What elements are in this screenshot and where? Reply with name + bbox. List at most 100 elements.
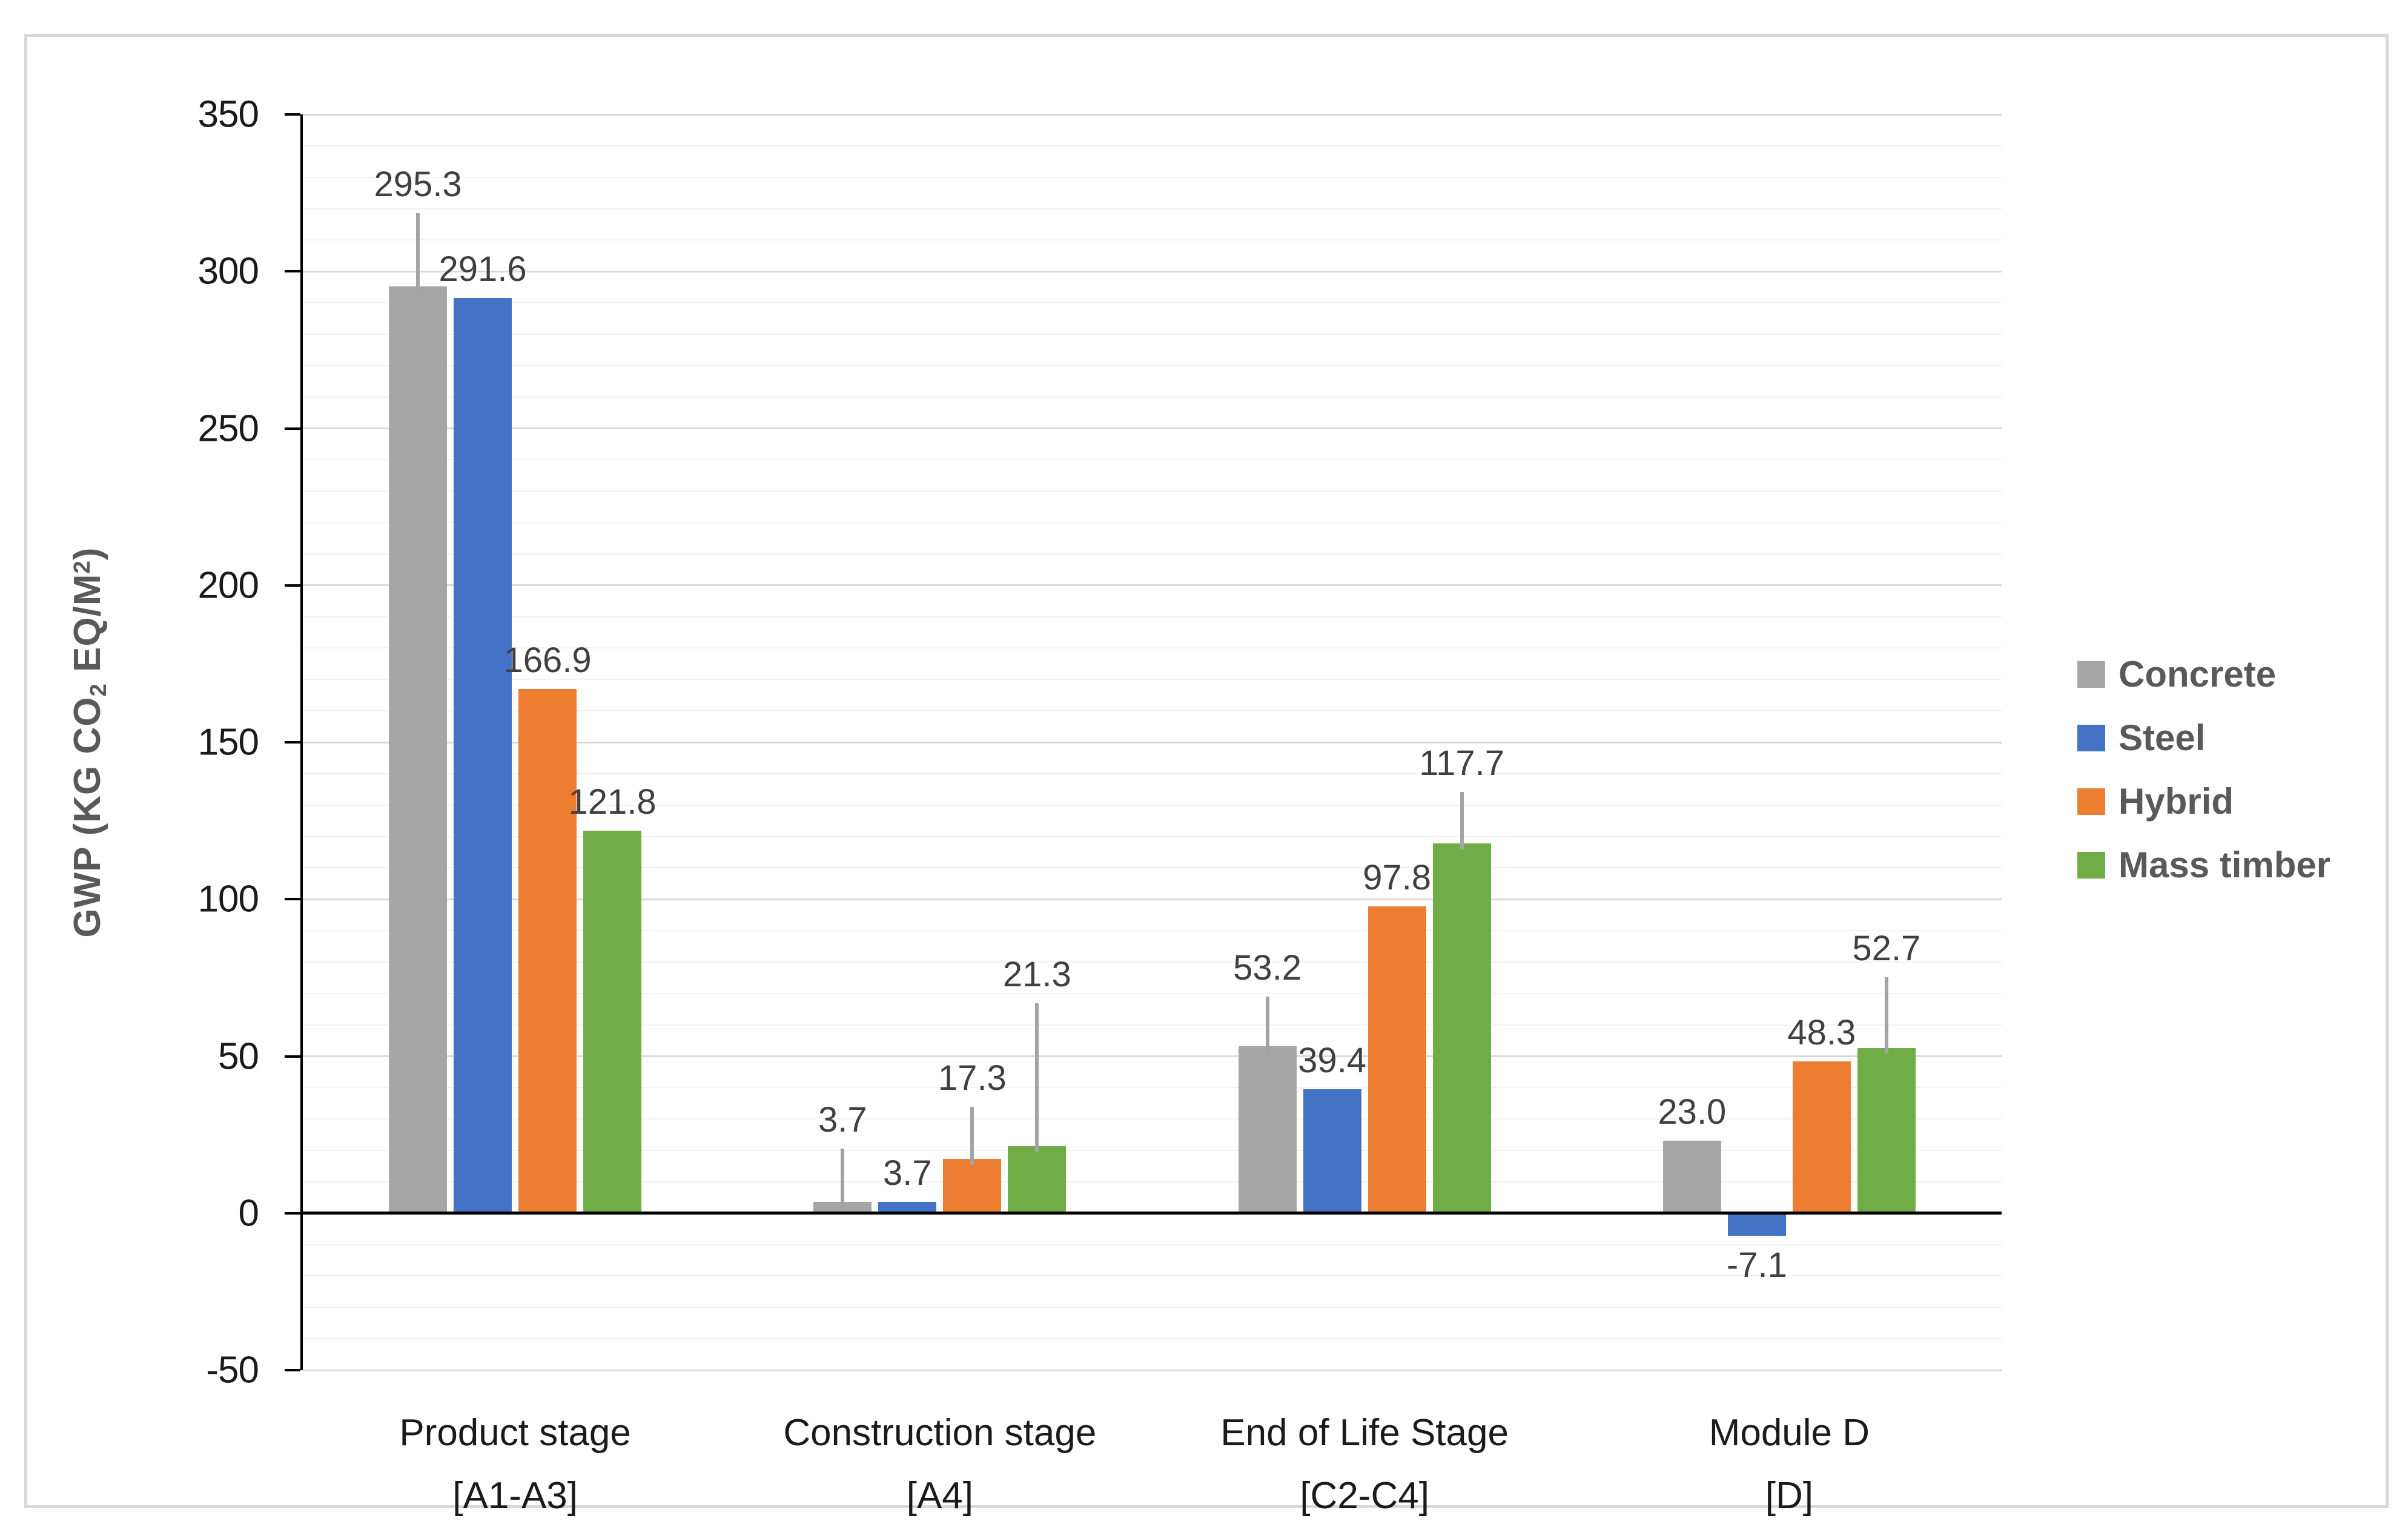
legend-swatch-icon — [2077, 851, 2105, 879]
data-label: 23.0 — [1658, 1092, 1727, 1132]
legend-label: Hybrid — [2119, 781, 2234, 822]
y-axis-tick-label: 0 — [238, 1192, 259, 1235]
minor-gridline — [303, 333, 2002, 335]
y-axis-tick — [285, 1369, 300, 1371]
data-label: 121.8 — [568, 782, 657, 822]
major-gridline — [303, 584, 2002, 587]
bar-mass-timber[interactable] — [1432, 843, 1491, 1213]
data-label: 3.7 — [818, 1100, 867, 1140]
category-label-line1: Product stage — [399, 1412, 631, 1454]
data-label: 48.3 — [1787, 1013, 1856, 1053]
error-bar — [416, 213, 420, 292]
bar-concrete[interactable] — [1238, 1046, 1297, 1213]
bar-mass-timber[interactable] — [583, 831, 642, 1213]
y-axis-tick-label: 150 — [197, 721, 259, 763]
minor-gridline — [303, 679, 2002, 681]
bar-hybrid[interactable] — [943, 1159, 1002, 1213]
category-label-line2: [A1-A3] — [452, 1475, 578, 1517]
data-label: 39.4 — [1298, 1041, 1367, 1081]
legend-label: Concrete — [2119, 654, 2277, 694]
error-bar — [1884, 977, 1888, 1054]
error-bar — [1265, 996, 1269, 1052]
minor-gridline — [303, 992, 2002, 994]
minor-gridline — [303, 804, 2002, 806]
major-gridline — [303, 898, 2002, 900]
minor-gridline — [303, 1275, 2002, 1277]
bar-hybrid[interactable] — [1368, 906, 1426, 1213]
y-axis-line — [300, 114, 303, 1370]
minor-gridline — [303, 930, 2002, 932]
data-label: 53.2 — [1233, 948, 1302, 988]
bar-concrete[interactable] — [1662, 1141, 1721, 1213]
data-label: -7.1 — [1726, 1245, 1787, 1285]
minor-gridline — [303, 302, 2002, 304]
category-label-line1: End of Life Stage — [1220, 1412, 1509, 1454]
error-bar — [1035, 1003, 1039, 1153]
category-label-line1: Construction stage — [783, 1412, 1097, 1454]
y-axis-tick-label: 350 — [197, 93, 259, 136]
plot-area[interactable]: 350 300 250 200 150 100 50 0 -50 295.3 291.6 166.9 1… — [198, 94, 2002, 1517]
category-label: Product stage [A1-A3] — [303, 1402, 727, 1528]
legend-item-mass-timber[interactable]: Mass timber — [2077, 833, 2330, 897]
bar-hybrid[interactable] — [518, 689, 577, 1213]
major-gridline — [303, 1055, 2002, 1057]
minor-gridline — [303, 145, 2002, 147]
bar-mass-timber[interactable] — [1857, 1047, 1916, 1213]
chart-frame: GWP (KG CO2 EQ/M2) 350 300 250 200 150 100 50 0… — [24, 34, 2389, 1517]
major-gridline — [303, 113, 2002, 116]
minor-gridline — [303, 616, 2002, 618]
minor-gridline — [303, 961, 2002, 963]
y-axis-tick — [285, 270, 300, 273]
minor-gridline — [303, 459, 2002, 461]
y-axis-tick — [285, 1212, 300, 1215]
bar-hybrid[interactable] — [1792, 1061, 1851, 1213]
legend-item-concrete[interactable]: Concrete — [2077, 642, 2330, 706]
y-axis-title-mid: EQ/M — [67, 573, 109, 684]
bar-steel[interactable] — [1303, 1089, 1361, 1213]
category-label: Construction stage [A4] — [727, 1402, 1152, 1528]
y-axis-tick-label: 50 — [218, 1035, 259, 1077]
legend-item-hybrid[interactable]: Hybrid — [2077, 770, 2330, 833]
legend-swatch-icon — [2077, 661, 2105, 688]
legend-swatch-icon — [2077, 788, 2105, 815]
data-label: 166.9 — [503, 641, 592, 681]
data-label: 17.3 — [938, 1058, 1007, 1098]
minor-gridline — [303, 867, 2002, 869]
y-axis-tick — [285, 584, 300, 587]
y-axis-title-text: GWP (KG CO — [67, 696, 109, 938]
minor-gridline — [303, 1307, 2002, 1308]
legend: Concrete Steel Hybrid Mass timber — [2077, 642, 2330, 897]
bar-steel[interactable] — [878, 1201, 937, 1213]
category-label: End of Life Stage [C2-C4] — [1153, 1402, 1577, 1528]
minor-gridline — [303, 647, 2002, 649]
legend-item-steel[interactable]: Steel — [2077, 706, 2330, 770]
y-axis-title: GWP (KG CO2 EQ/M2) — [66, 547, 112, 937]
legend-swatch-icon — [2077, 724, 2105, 751]
y-axis-tick — [285, 898, 300, 901]
bar-steel[interactable] — [1727, 1213, 1786, 1236]
data-label: 117.7 — [1419, 743, 1505, 783]
major-gridline — [303, 1369, 2002, 1371]
major-gridline — [303, 270, 2002, 272]
y-axis-tick-label: 300 — [197, 250, 259, 292]
y-axis-tick — [285, 1055, 300, 1058]
legend-label: Steel — [2119, 717, 2206, 758]
minor-gridline — [303, 1181, 2002, 1182]
minor-gridline — [303, 836, 2002, 837]
minor-gridline — [303, 1118, 2002, 1120]
y-axis-title-superscript: 2 — [68, 560, 95, 574]
error-bar — [970, 1107, 974, 1166]
bar-concrete[interactable] — [389, 286, 448, 1213]
category-label-line1: Module D — [1708, 1412, 1870, 1454]
bar-mass-timber[interactable] — [1008, 1146, 1067, 1213]
minor-gridline — [303, 176, 2002, 178]
minor-gridline — [303, 1087, 2002, 1089]
minor-gridline — [303, 396, 2002, 398]
minor-gridline — [303, 1244, 2002, 1245]
zero-axis-line — [303, 1212, 2002, 1215]
category-label-line2: [A4] — [906, 1475, 974, 1517]
major-gridline — [303, 741, 2002, 744]
data-label: 291.6 — [438, 249, 527, 289]
bar-steel[interactable] — [454, 297, 512, 1213]
